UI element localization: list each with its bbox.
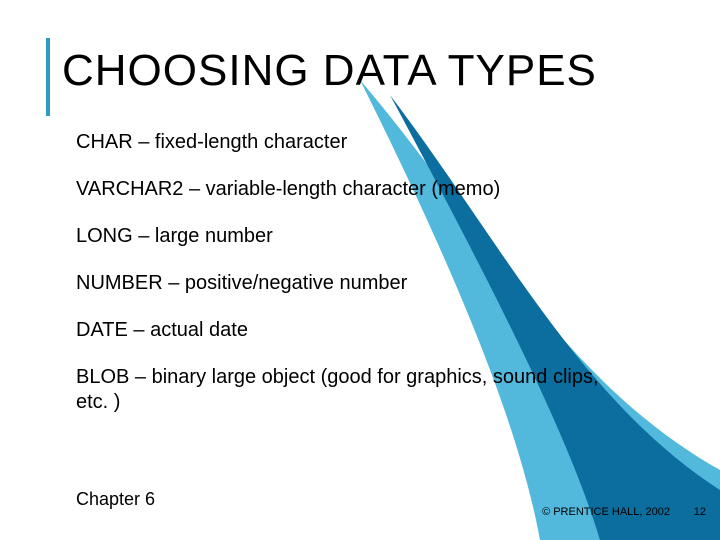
page-number: 12 [694,506,706,518]
list-item: CHAR – fixed-length character [76,130,636,155]
body-list: CHAR – fixed-length character VARCHAR2 –… [76,130,636,437]
copyright-label: © PRENTICE HALL, 2002 [542,506,670,518]
slide-title: CHOOSING DATA TYPES [62,46,597,96]
chapter-label: Chapter 6 [76,489,155,510]
list-item: BLOB – binary large object (good for gra… [76,365,636,415]
slide: CHOOSING DATA TYPES CHAR – fixed-length … [0,0,720,540]
list-item: NUMBER – positive/negative number [76,271,636,296]
list-item: VARCHAR2 – variable-length character (me… [76,177,636,202]
list-item: LONG – large number [76,224,636,249]
list-item: DATE – actual date [76,318,636,343]
title-accent-bar [46,38,50,116]
